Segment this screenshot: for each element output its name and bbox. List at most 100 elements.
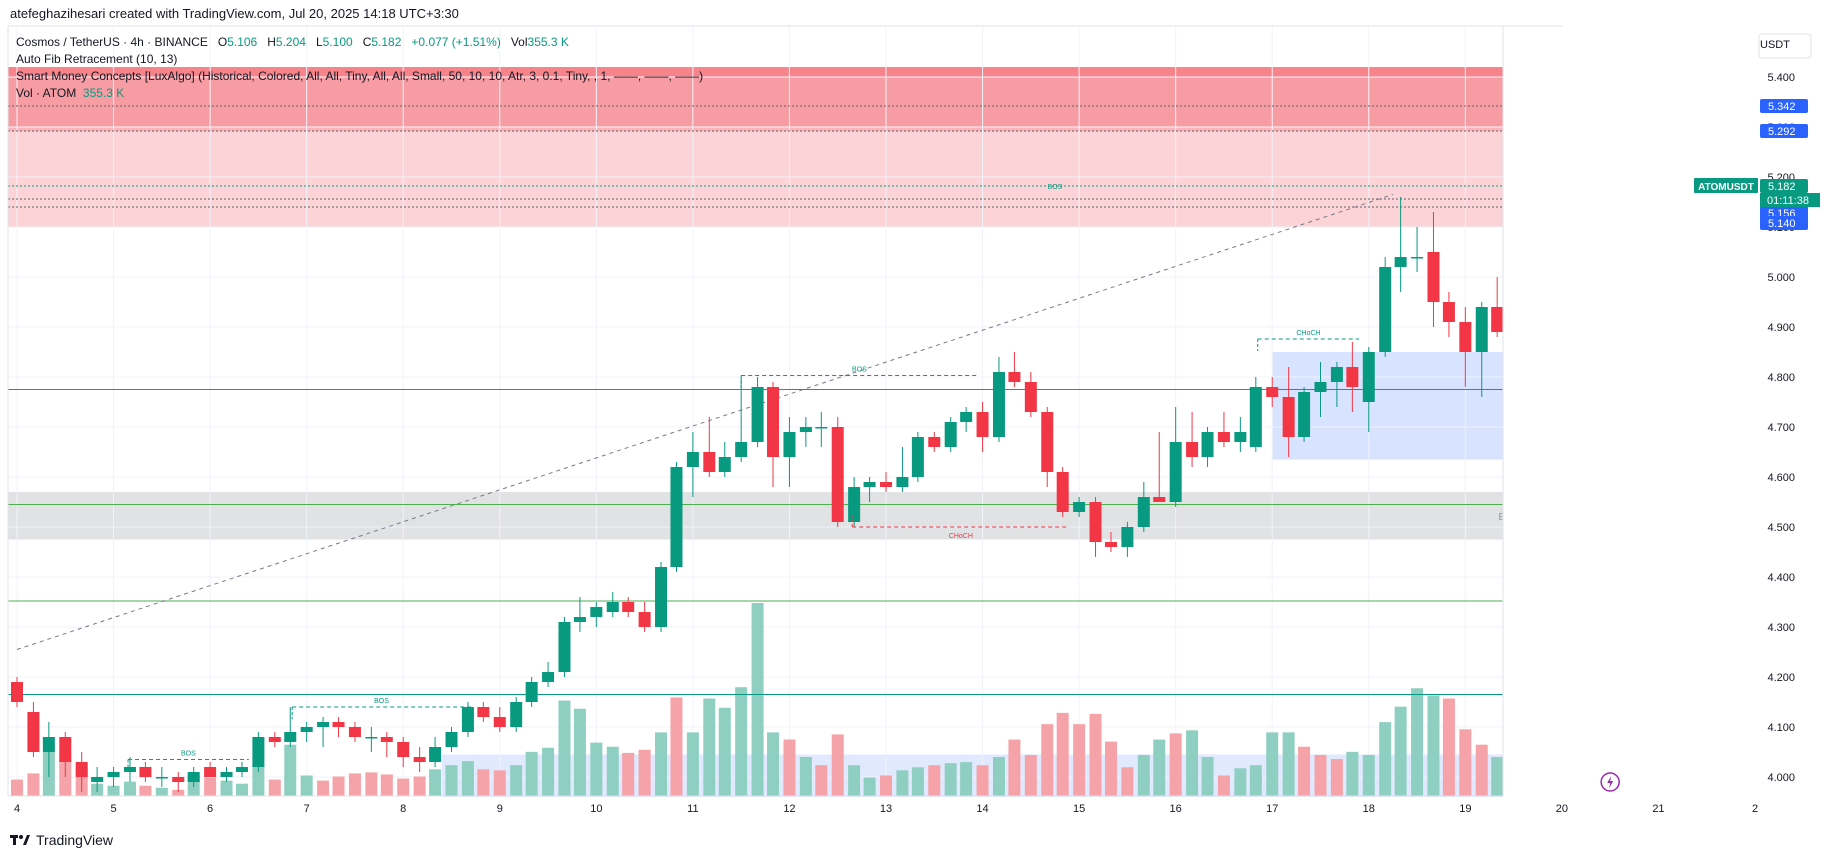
- candle-body[interactable]: [284, 732, 297, 742]
- candle-body[interactable]: [332, 722, 345, 727]
- candle-body[interactable]: [718, 457, 731, 472]
- candle-body[interactable]: [477, 707, 490, 717]
- candle-body[interactable]: [1411, 257, 1424, 259]
- candle-body[interactable]: [1330, 367, 1343, 382]
- candle-body[interactable]: [638, 612, 651, 627]
- candle-body[interactable]: [1121, 527, 1134, 547]
- candle-body[interactable]: [1475, 307, 1488, 352]
- currency-label[interactable]: USDT: [1760, 39, 1790, 51]
- candle-body[interactable]: [1346, 367, 1359, 387]
- candle-body[interactable]: [1104, 542, 1117, 547]
- candle-body[interactable]: [992, 372, 1005, 437]
- currency-button[interactable]: [1758, 33, 1812, 59]
- candle-body[interactable]: [670, 467, 683, 567]
- candle-body[interactable]: [606, 602, 619, 612]
- candle-body[interactable]: [365, 737, 378, 739]
- candle-body[interactable]: [300, 727, 313, 732]
- candle-body[interactable]: [397, 742, 410, 757]
- candle-body[interactable]: [1427, 252, 1440, 302]
- candle-body[interactable]: [1266, 387, 1279, 397]
- candle-body[interactable]: [686, 452, 699, 467]
- candle-body[interactable]: [1041, 412, 1054, 472]
- symbol-name[interactable]: Cosmos / TetherUS · 4h · BINANCE: [16, 35, 208, 49]
- candle-body[interactable]: [1249, 387, 1262, 447]
- candle-body[interactable]: [880, 482, 892, 487]
- candle-body[interactable]: [461, 707, 474, 732]
- candle-body[interactable]: [155, 777, 168, 779]
- candle-body[interactable]: [429, 747, 442, 762]
- candle-body[interactable]: [751, 387, 764, 442]
- candle-body[interactable]: [655, 567, 668, 627]
- candle-body[interactable]: [1186, 442, 1199, 457]
- candle-body[interactable]: [1089, 502, 1102, 542]
- candle-body[interactable]: [848, 487, 861, 522]
- candle-body[interactable]: [1459, 322, 1472, 352]
- indicator-fib-row[interactable]: Auto Fib Retracement (10, 13): [16, 52, 178, 66]
- candle-body[interactable]: [1362, 352, 1375, 402]
- candle-body[interactable]: [252, 737, 265, 767]
- candle-body[interactable]: [928, 437, 941, 447]
- candle-body[interactable]: [1137, 497, 1150, 527]
- candle-body[interactable]: [944, 422, 957, 447]
- candle-body[interactable]: [235, 767, 248, 772]
- indicator-volume-row[interactable]: Vol · ATOM 355.3 K: [16, 85, 703, 102]
- candle-body[interactable]: [1024, 382, 1037, 412]
- candle-body[interactable]: [542, 672, 555, 682]
- candle-body[interactable]: [493, 717, 506, 727]
- candle-body[interactable]: [59, 737, 72, 762]
- candle-body[interactable]: [348, 727, 361, 737]
- candle-body[interactable]: [863, 482, 876, 487]
- candle-body[interactable]: [831, 427, 844, 522]
- candle-body[interactable]: [767, 387, 780, 457]
- candle-body[interactable]: [42, 737, 55, 752]
- candle-body[interactable]: [1234, 432, 1247, 442]
- candle-body[interactable]: [413, 757, 426, 762]
- candle-body[interactable]: [1282, 397, 1295, 437]
- candle-body[interactable]: [815, 427, 828, 429]
- candle-body[interactable]: [525, 682, 538, 702]
- symbol-legend-row[interactable]: Cosmos / TetherUS · 4h · BINANCE O5.106 …: [16, 34, 703, 51]
- candle-body[interactable]: [573, 617, 586, 622]
- candle-body[interactable]: [703, 452, 716, 472]
- candle-body[interactable]: [622, 602, 635, 612]
- candle-body[interactable]: [172, 777, 185, 782]
- footer-brand[interactable]: TradingView: [10, 832, 113, 848]
- candle-body[interactable]: [1008, 372, 1021, 382]
- indicator-smc-row[interactable]: Smart Money Concepts [LuxAlgo] (Historic…: [16, 69, 704, 83]
- candle-body[interactable]: [107, 772, 120, 777]
- candle-body[interactable]: [1217, 432, 1230, 442]
- candle-body[interactable]: [1169, 442, 1182, 502]
- price-axis[interactable]: [1503, 26, 1835, 796]
- candle-body[interactable]: [91, 777, 104, 782]
- candle-body[interactable]: [1073, 502, 1086, 512]
- candle-body[interactable]: [1379, 267, 1392, 352]
- candle-body[interactable]: [976, 412, 989, 437]
- candle-body[interactable]: [799, 427, 812, 432]
- candle-body[interactable]: [1153, 497, 1166, 502]
- candle-body[interactable]: [123, 767, 136, 772]
- candle-body[interactable]: [735, 442, 748, 457]
- candle-body[interactable]: [1056, 472, 1069, 512]
- candle-body[interactable]: [27, 712, 40, 752]
- candle-body[interactable]: [1394, 257, 1407, 267]
- candle-body[interactable]: [11, 682, 23, 702]
- candle-body[interactable]: [1442, 302, 1455, 322]
- candle-body[interactable]: [75, 762, 88, 777]
- candle-body[interactable]: [896, 477, 909, 487]
- candle-body[interactable]: [1298, 392, 1311, 437]
- candle-body[interactable]: [204, 767, 217, 777]
- candle-body[interactable]: [139, 767, 152, 777]
- candle-body[interactable]: [187, 772, 200, 782]
- candle-body[interactable]: [220, 772, 233, 777]
- candle-body[interactable]: [317, 722, 330, 727]
- candle-body[interactable]: [960, 412, 973, 422]
- candle-body[interactable]: [1201, 432, 1214, 457]
- candle-body[interactable]: [590, 607, 603, 617]
- candle-body[interactable]: [268, 737, 281, 742]
- candle-body[interactable]: [1491, 307, 1504, 332]
- candle-body[interactable]: [510, 702, 523, 727]
- candle-body[interactable]: [1314, 382, 1327, 392]
- candle-body[interactable]: [380, 737, 393, 742]
- candle-body[interactable]: [783, 432, 796, 457]
